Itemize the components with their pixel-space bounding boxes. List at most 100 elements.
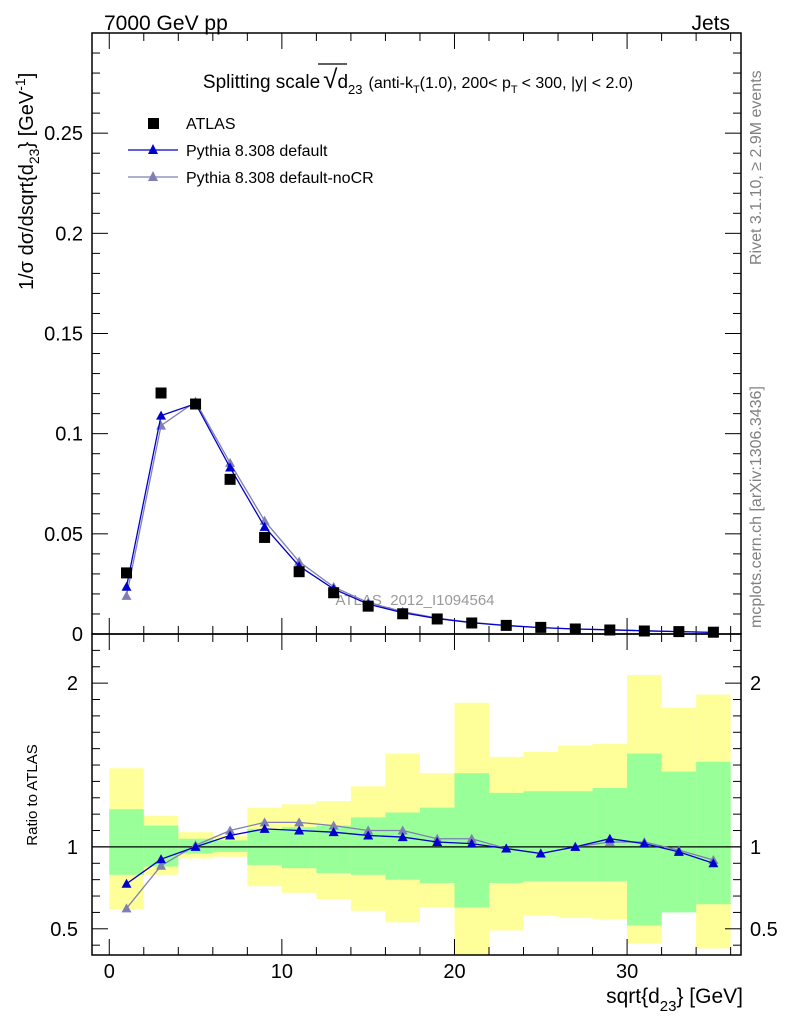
series-default-point-ratio — [294, 825, 305, 835]
series-default-point-ratio — [708, 858, 719, 868]
legend-marker-default — [148, 144, 158, 154]
title-suffix-3: < 300, |y| < 2.0) — [522, 75, 634, 92]
y-tick-label-main: 0.1 — [55, 424, 83, 446]
series-atlas-point — [466, 617, 478, 629]
series-default-nocr-point-main — [156, 420, 167, 430]
title-suffix-1: (anti-k — [368, 75, 413, 92]
series-default-point-ratio — [363, 830, 374, 840]
ratio-plot-frame — [91, 633, 742, 956]
rivet-label: Rivet 3.1.10, ≥ 2.9M events — [748, 70, 765, 265]
y-tick-label-ratio: 1 — [67, 837, 78, 859]
y-tick-label-ratio-right: 1 — [750, 837, 761, 859]
band-inner-bin — [558, 791, 593, 882]
series-default-point-ratio — [156, 854, 167, 864]
series-default-nocr-point-ratio — [259, 817, 270, 827]
series-atlas-point — [293, 566, 305, 578]
series-atlas-point — [259, 531, 271, 543]
y-tick-label-main: 0.05 — [44, 524, 83, 546]
axis-ticks: 0 10 20 30 0 0.05 0.1 0.15 0.2 0.25 0.5 0.5 1 1 2 2 — [44, 33, 778, 983]
title-sqrt-symbol: √ — [323, 64, 338, 94]
series-default-point-ratio — [673, 846, 684, 856]
series-atlas-point — [155, 387, 167, 399]
series-default-nocr-point-ratio — [363, 825, 374, 835]
series-atlas-point — [707, 626, 719, 638]
y-axis-label-ratio: Ratio to ATLAS — [24, 744, 41, 845]
series-default-nocr-point-ratio — [156, 860, 167, 870]
band-inner-bin — [488, 792, 524, 883]
series-default-nocr-point-ratio — [397, 825, 408, 835]
y-tick-label-ratio: 2 — [67, 673, 78, 695]
mcplots-label: mcplots.cern.ch [arXiv:1306.3436] — [748, 386, 765, 628]
y-tick-label-main: 0.25 — [44, 123, 83, 145]
x-tick-label: 10 — [271, 961, 293, 983]
y-tick-label-main: 0 — [72, 624, 83, 646]
title-var-sub: 23 — [348, 82, 362, 97]
series-default-point-ratio — [639, 838, 650, 848]
series-atlas-point — [604, 624, 616, 636]
header-left-label: 7000 GeV pp — [104, 12, 228, 35]
title-suffix-2: (1.0), 200< p — [420, 75, 511, 92]
series-default-point-ratio — [328, 827, 339, 837]
y-tick-label-ratio-right: 2 — [750, 673, 761, 695]
series-default-line-main — [125, 402, 714, 634]
legend-marker-nocr — [148, 171, 158, 181]
band-inner-bin — [109, 809, 144, 875]
series-default-point-main — [225, 462, 236, 472]
legend-label-atlas: ATLAS — [186, 116, 236, 133]
y-tick-label-ratio: 0.5 — [50, 919, 78, 941]
band-inner-bin — [661, 771, 697, 913]
series-default-point-ratio — [604, 833, 615, 843]
series-default-point-ratio — [570, 841, 581, 851]
series-atlas-point — [673, 626, 685, 638]
series-atlas-point — [121, 567, 133, 579]
x-tick-label: 30 — [616, 961, 638, 983]
series-default-point-ratio — [466, 838, 477, 848]
y-tick-label-main: 0.2 — [55, 223, 83, 245]
series-default-point-ratio — [397, 832, 408, 842]
title-var: d — [337, 72, 348, 93]
series-default-nocr-point-ratio — [121, 903, 132, 913]
series-default-nocr-point-main — [225, 457, 236, 467]
band-inner-bin — [696, 761, 731, 905]
series-default-point-main — [156, 410, 167, 420]
legend-label-default: Pythia 8.308 default — [186, 143, 328, 160]
series-default-point-ratio — [225, 830, 236, 840]
series-default-point-ratio — [535, 848, 546, 858]
title-prefix: Splitting scale — [203, 72, 320, 93]
x-axis-label: sqrt{d23} [GeV] — [606, 985, 743, 1015]
series-default-nocr-point-ratio — [466, 833, 477, 843]
series-atlas-point — [535, 621, 547, 633]
header-right-label: Jets — [691, 12, 730, 35]
y-axis-label-main: 1/σ dσ/dsqrt{d23} [GeV-1] — [12, 73, 42, 290]
series-default-line-ratio — [126, 828, 714, 885]
legend-marker-atlas — [148, 118, 159, 129]
series-atlas-point — [328, 587, 340, 599]
series-layer — [121, 387, 719, 913]
series-default-point-ratio — [259, 823, 270, 833]
series-default-point-ratio — [121, 878, 132, 888]
y-tick-label-main: 0.15 — [44, 324, 83, 346]
series-atlas-point — [362, 600, 374, 612]
series-atlas-point — [224, 473, 236, 485]
series-default-point-ratio — [190, 841, 201, 851]
series-default-nocr-line-ratio — [126, 821, 714, 909]
series-default-point-main — [259, 521, 270, 531]
series-default-nocr-point-main — [121, 590, 132, 600]
series-atlas-point — [569, 623, 581, 635]
series-default-point-ratio — [501, 843, 512, 853]
series-default-nocr-point-ratio — [328, 820, 339, 830]
title-suffix-sub-2: T — [511, 84, 518, 96]
series-default-nocr-point-ratio — [225, 825, 236, 835]
series-default-nocr-point-ratio — [294, 817, 305, 827]
band-inner-bin — [212, 840, 248, 852]
series-atlas-point — [397, 608, 409, 620]
x-tick-label: 0 — [104, 961, 115, 983]
series-default-point-main — [121, 581, 132, 591]
series-atlas-point — [500, 619, 512, 631]
series-atlas-point — [638, 625, 650, 637]
series-atlas-point — [190, 398, 202, 410]
legend: ATLAS Pythia 8.308 default Pythia 8.308 … — [128, 116, 374, 187]
legend-label-nocr: Pythia 8.308 default-noCR — [186, 170, 374, 187]
title-suffix-sub-1: T — [413, 84, 420, 96]
